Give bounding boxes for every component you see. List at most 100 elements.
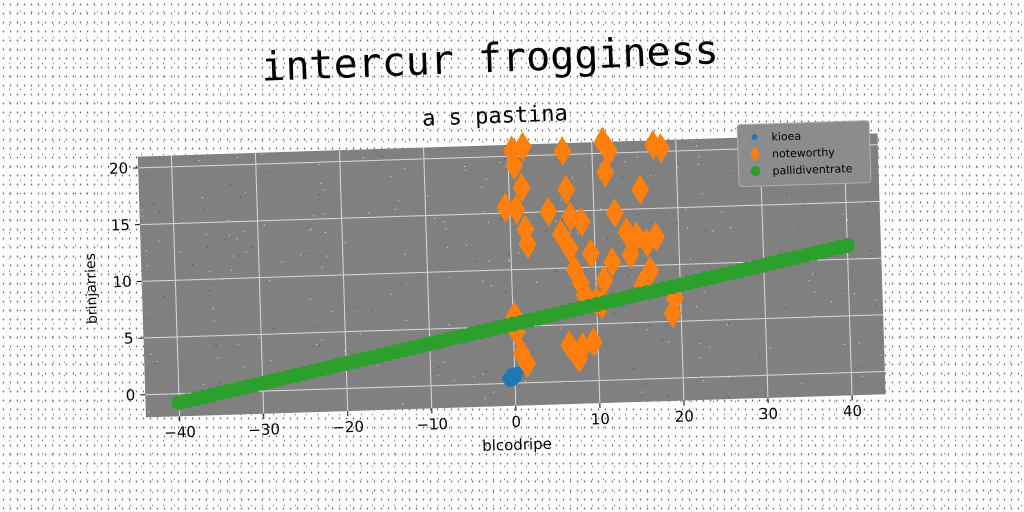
data-point-noteworthy bbox=[572, 207, 591, 238]
noise-speck bbox=[607, 238, 609, 240]
noise-speck bbox=[802, 204, 804, 206]
noise-speck bbox=[442, 361, 445, 363]
data-point-noteworthy bbox=[641, 256, 660, 287]
noise-speck bbox=[875, 299, 877, 301]
legend-label: noteworthy bbox=[772, 146, 836, 161]
noise-speck bbox=[155, 362, 157, 364]
noise-speck bbox=[269, 170, 271, 172]
x-gridline bbox=[170, 155, 181, 417]
y-axis-label: brinjarries bbox=[83, 253, 101, 324]
y-tick-label: 15 bbox=[111, 216, 131, 235]
noise-speck bbox=[145, 250, 147, 252]
noise-speck bbox=[240, 196, 242, 198]
noise-speck bbox=[490, 285, 492, 287]
noise-speck bbox=[394, 208, 396, 211]
noise-speck bbox=[228, 219, 230, 221]
noise-speck bbox=[316, 344, 318, 346]
noise-speck bbox=[318, 164, 320, 166]
y-tick-label: 20 bbox=[109, 159, 129, 178]
noise-speck bbox=[482, 373, 484, 375]
noise-speck bbox=[701, 193, 703, 195]
data-point-noteworthy bbox=[513, 131, 532, 162]
noise-speck bbox=[357, 311, 359, 313]
noise-speck bbox=[152, 203, 154, 205]
y-tick-label: 0 bbox=[125, 386, 135, 404]
noise-speck bbox=[509, 260, 511, 262]
noise-speck bbox=[730, 172, 732, 174]
noise-speck bbox=[236, 238, 238, 240]
data-point-noteworthy bbox=[505, 150, 524, 181]
data-point-noteworthy bbox=[496, 192, 515, 223]
noise-speck bbox=[727, 376, 729, 378]
noise-speck bbox=[405, 320, 407, 322]
noise-speck bbox=[206, 246, 208, 248]
noise-speck bbox=[571, 177, 573, 179]
noise-speck bbox=[858, 342, 860, 344]
noise-speck bbox=[705, 230, 707, 232]
noise-speck bbox=[561, 219, 563, 221]
noise-speck bbox=[870, 249, 872, 251]
noise-speck bbox=[482, 280, 484, 282]
noise-speck bbox=[493, 391, 495, 393]
noise-speck bbox=[281, 261, 283, 263]
noise-speck bbox=[237, 343, 239, 345]
noise-speck bbox=[481, 186, 483, 188]
noise-speck bbox=[667, 395, 669, 397]
data-point-noteworthy bbox=[518, 229, 537, 260]
noise-speck bbox=[861, 367, 863, 369]
noise-speck bbox=[263, 224, 265, 226]
noise-speck bbox=[448, 324, 450, 326]
noise-speck bbox=[508, 254, 510, 256]
x-gridline bbox=[591, 142, 601, 404]
noise-speck bbox=[310, 228, 312, 230]
noise-speck bbox=[443, 221, 445, 223]
x-tick-label: 10 bbox=[591, 410, 611, 429]
noise-speck bbox=[627, 276, 629, 278]
noise-speck bbox=[245, 251, 247, 253]
legend-marker bbox=[750, 146, 761, 163]
noise-speck bbox=[728, 396, 730, 398]
noise-speck bbox=[484, 398, 486, 400]
noise-speck bbox=[344, 242, 346, 244]
noise-speck bbox=[209, 271, 211, 273]
data-point-noteworthy bbox=[570, 343, 589, 374]
noise-speck bbox=[438, 375, 440, 377]
y-tick-label: 5 bbox=[124, 329, 134, 347]
noise-speck bbox=[536, 281, 538, 283]
noise-speck bbox=[163, 295, 165, 297]
x-gridline bbox=[423, 147, 433, 409]
noise-speck bbox=[880, 354, 882, 356]
noise-speck bbox=[630, 269, 632, 271]
noise-speck bbox=[636, 156, 638, 158]
noise-speck bbox=[730, 226, 732, 228]
noise-speck bbox=[464, 165, 466, 168]
noise-speck bbox=[641, 391, 643, 393]
noise-speck bbox=[797, 225, 799, 227]
x-gridline bbox=[507, 144, 517, 406]
noise-speck bbox=[699, 356, 701, 359]
noise-speck bbox=[150, 353, 152, 355]
noise-speck bbox=[145, 318, 147, 320]
noise-speck bbox=[687, 227, 689, 229]
noise-speck bbox=[699, 343, 701, 345]
noise-speck bbox=[243, 230, 245, 232]
noise-speck bbox=[214, 345, 216, 347]
noise-speck bbox=[318, 344, 321, 346]
noise-speck bbox=[727, 322, 730, 324]
legend-label: kioea bbox=[771, 130, 801, 144]
noise-speck bbox=[377, 365, 379, 367]
noise-speck bbox=[466, 244, 468, 246]
noise-speck bbox=[636, 324, 638, 326]
noise-speck bbox=[273, 328, 275, 330]
noise-speck bbox=[483, 211, 485, 213]
noise-speck bbox=[600, 208, 602, 210]
data-point-noteworthy bbox=[621, 239, 640, 270]
noise-speck bbox=[621, 176, 623, 178]
data-point-noteworthy bbox=[595, 265, 614, 296]
noise-speck bbox=[812, 273, 814, 275]
noise-speck bbox=[698, 156, 700, 158]
noise-speck bbox=[560, 327, 562, 329]
noise-speck bbox=[390, 175, 392, 177]
noise-speck bbox=[445, 228, 447, 230]
noise-speck bbox=[875, 305, 877, 307]
